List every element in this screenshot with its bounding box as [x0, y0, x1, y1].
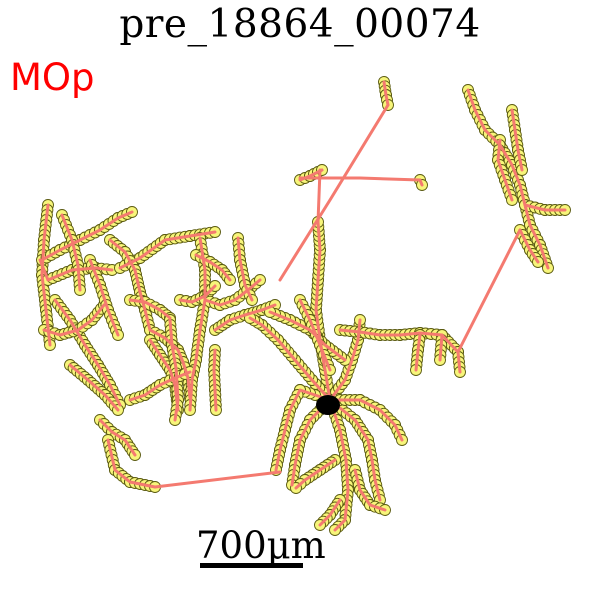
- scale-bar-label: 700μm: [196, 524, 326, 567]
- neurite-segment: [382, 80, 390, 107]
- neurite-segment: [153, 470, 282, 489]
- neurite-segment: [456, 228, 522, 354]
- neurite-segment: [318, 498, 342, 527]
- neurite-segment: [274, 388, 332, 472]
- neurite-segment: [118, 230, 217, 270]
- figure-title: pre_18864_00074: [119, 2, 481, 47]
- neurite-segment: [128, 370, 192, 402]
- neurite-segment: [523, 203, 567, 212]
- neurite-segment: [40, 210, 134, 262]
- neurite-segment: [203, 278, 262, 307]
- neurite-segment: [38, 258, 50, 282]
- neurite-segment: [328, 398, 404, 442]
- neurite-segment: [168, 318, 180, 422]
- neurite-segment: [178, 284, 217, 304]
- soma-marker: [316, 395, 340, 415]
- neurite-segment: [88, 258, 120, 337]
- neurite-segment: [53, 298, 122, 407]
- neurite-segment: [466, 88, 550, 270]
- neurite-segment: [294, 458, 337, 490]
- neurite-segment: [328, 398, 350, 532]
- neurite-segment: [338, 328, 462, 374]
- neurite-segment: [188, 236, 207, 412]
- neurite-segment: [194, 253, 232, 282]
- neurite-segment: [108, 238, 152, 332]
- neurite-segment: [518, 228, 540, 264]
- neurite-segment: [438, 333, 444, 362]
- neurite-segment: [42, 303, 106, 337]
- neurite-segment: [510, 108, 524, 172]
- neurite-segment: [414, 333, 422, 372]
- scale-bar: [200, 563, 303, 568]
- neurite-segment: [353, 468, 387, 512]
- neurite-segment: [60, 213, 82, 292]
- neurite-segment: [298, 298, 332, 372]
- neurite-segment: [328, 398, 382, 502]
- neurite-segment: [148, 338, 180, 412]
- neurite-segment: [316, 168, 322, 224]
- neurite-segment: [46, 266, 114, 282]
- neurite-segment: [128, 298, 172, 320]
- neurite-segment: [314, 220, 332, 402]
- neurite-segment: [40, 203, 52, 347]
- neurite-segment: [268, 310, 347, 362]
- neurite-segment: [68, 363, 120, 412]
- region-label: MOp: [10, 56, 95, 99]
- neurite-segment: [98, 418, 137, 457]
- neurite-segment: [148, 328, 192, 400]
- neurite-segment: [236, 236, 254, 302]
- neurite-segment: [248, 316, 332, 402]
- neurite-segment: [298, 176, 422, 182]
- neurite-segment: [213, 303, 277, 332]
- neurite-segment: [106, 438, 157, 489]
- neurite-segment: [496, 138, 514, 202]
- neurite-segment: [278, 103, 390, 282]
- neurite-segment: [290, 398, 332, 487]
- neurite-segment: [212, 348, 218, 412]
